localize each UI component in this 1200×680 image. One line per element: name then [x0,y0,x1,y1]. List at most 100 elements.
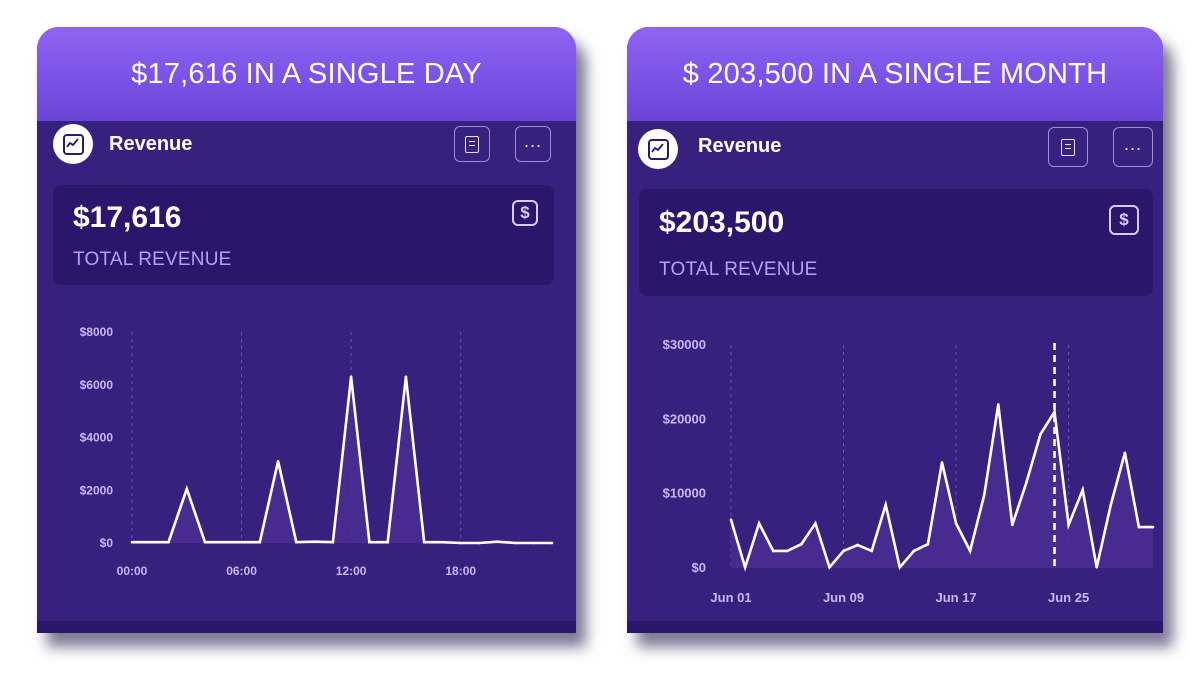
revenue-panel: Revenue ... $17,616 TOTAL REVENUE $ $0 $2… [37,121,576,633]
more-options-button[interactable]: ... [515,126,551,162]
y-tick-label: $8000 [80,325,114,339]
series-area [731,404,1153,568]
data-point [785,549,789,553]
x-tick-label: 06:00 [226,564,257,578]
data-point [1025,481,1028,484]
data-point [1081,488,1084,492]
data-point [884,503,888,507]
more-options-button[interactable]: ... [1113,127,1153,167]
data-point [996,403,1000,406]
data-point [757,522,761,525]
metric-value: $17,616 [73,201,182,234]
daily-revenue-card: $17,616 IN A SINGLE DAY Revenue ... $17,… [37,27,576,633]
data-point [495,540,499,543]
metric-label: TOTAL REVENUE [659,259,818,280]
metric-label: TOTAL REVENUE [73,249,232,270]
data-point [386,540,389,544]
y-tick-label: $4000 [80,431,114,445]
data-point [477,541,481,545]
data-point [1011,523,1014,527]
data-point [954,522,958,525]
panel-footer [37,621,576,633]
data-point [842,549,845,553]
data-point [514,541,517,545]
data-point [898,565,902,569]
data-point [276,459,280,463]
report-button[interactable] [1048,127,1088,167]
data-point [1123,451,1127,455]
y-tick-label: $0 [100,536,114,550]
data-point [743,565,747,569]
data-point [295,540,298,544]
data-point [148,540,152,544]
data-point [1109,503,1113,507]
x-tick-label: Jun 01 [710,590,751,605]
panel-footer [627,621,1163,633]
banner-title: $17,616 IN A SINGLE DAY [37,27,576,121]
series-line [132,376,552,545]
data-point [368,540,371,544]
y-tick-label: $6000 [80,378,114,392]
trend-chart-icon [53,124,93,164]
y-tick-label: $30000 [663,337,706,352]
data-point [1095,565,1099,569]
data-point [258,540,262,544]
dollar-icon: $ [1109,205,1139,235]
trend-chart-icon [638,129,678,169]
y-tick-label: $0 [692,560,706,575]
data-point [167,540,170,544]
data-point [130,540,134,544]
y-tick-label: $20000 [663,411,706,426]
data-point [459,541,462,545]
x-tick-label: Jun 09 [823,590,864,605]
data-point [1151,525,1155,529]
document-icon [465,135,479,153]
data-point [313,540,316,543]
card-title: Revenue [109,133,193,155]
more-icon: ... [523,131,542,151]
data-point [968,549,972,553]
data-point [550,541,554,545]
data-point [814,522,817,525]
data-point [185,487,189,491]
more-icon: ... [1123,134,1142,154]
y-tick-label: $10000 [663,486,706,501]
metric-box: $203,500 TOTAL REVENUE $ [639,189,1153,296]
card-title: Revenue [698,135,782,157]
data-point [926,542,930,546]
x-tick-label: 00:00 [117,564,148,578]
data-point [828,565,831,569]
report-button[interactable] [454,126,490,162]
metric-value: $203,500 [659,206,785,239]
metric-box: $17,616 TOTAL REVENUE $ [53,185,554,285]
data-point [222,540,225,544]
x-tick-label: Jun 25 [1048,590,1089,605]
data-point [771,549,775,553]
data-point [1053,410,1056,414]
dollar-icon: $ [512,200,538,226]
data-point [331,540,335,544]
data-point [532,541,536,545]
data-point [856,543,859,547]
x-tick-label: 12:00 [336,564,367,578]
data-point [1067,523,1070,527]
monthly-revenue-card: $ 203,500 IN A SINGLE MONTH Revenue ... … [627,27,1163,633]
data-point [870,549,873,553]
data-point [422,540,426,544]
x-tick-label: Jun 17 [935,590,976,605]
data-point [982,493,986,497]
data-point [729,518,733,521]
y-tick-label: $2000 [80,483,114,497]
data-point [800,542,803,546]
data-point [203,540,207,544]
data-point [240,540,243,544]
document-icon [1061,138,1075,156]
data-point [404,375,408,379]
data-point [912,549,916,553]
data-point [1137,525,1141,529]
revenue-panel: Revenue ... $203,500 TOTAL REVENUE $ $0 $… [627,121,1163,633]
data-point [1039,432,1042,436]
banner-title: $ 203,500 IN A SINGLE MONTH [627,27,1163,121]
data-point [441,540,444,544]
data-point [349,375,353,379]
